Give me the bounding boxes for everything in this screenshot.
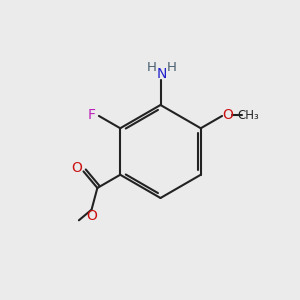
Text: CH₃: CH₃ <box>237 109 259 122</box>
Text: O: O <box>86 209 97 223</box>
Text: H: H <box>167 61 177 74</box>
Text: O: O <box>223 108 233 122</box>
Text: O: O <box>71 161 82 176</box>
Text: H: H <box>147 61 156 74</box>
Text: F: F <box>87 108 95 122</box>
Text: N: N <box>157 67 167 81</box>
